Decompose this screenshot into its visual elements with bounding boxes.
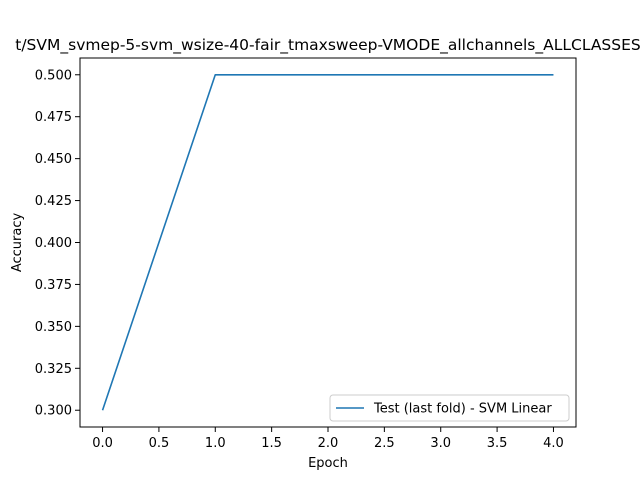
legend: Test (last fold) - SVM Linear: [329, 394, 570, 422]
y-tick-label: 0.425: [35, 194, 72, 209]
x-tick-label: 0.5: [149, 436, 170, 451]
x-tick-label: 3.5: [487, 436, 508, 451]
y-tick-label: 0.475: [35, 110, 72, 125]
legend-label: Test (last fold) - SVM Linear: [373, 402, 552, 417]
y-axis-label: Accuracy: [10, 213, 25, 273]
x-tick-label: 3.0: [430, 436, 451, 451]
x-tick-label: 1.0: [205, 436, 226, 451]
x-tick-label: 0.0: [92, 436, 113, 451]
y-tick-label: 0.450: [35, 152, 72, 167]
x-tick-label: 4.0: [543, 436, 564, 451]
plot-frame: [79, 57, 577, 428]
y-axis-ticks: 0.300 0.325 0.350 0.375 0.400 0.425 0.450 0.475…: [35, 68, 80, 419]
series-line: [101, 73, 554, 411]
y-tick-label: 0.350: [35, 320, 72, 335]
x-tick-label: 1.5: [261, 436, 282, 451]
x-tick-label: 2.0: [318, 436, 339, 451]
x-axis-label: Epoch: [308, 456, 348, 471]
y-tick-label: 0.375: [35, 278, 72, 293]
x-axis-ticks: 0.0 0.5 1.0 1.5 2.0 2.5 3.0 3.5 4.0: [92, 427, 564, 451]
series-layer: [101, 73, 554, 411]
x-tick-label: 2.5: [374, 436, 395, 451]
chart-title: t/SVM_svmep-5-svm_wsize-40-fair_tmaxswee…: [15, 36, 640, 55]
y-tick-label: 0.500: [35, 68, 72, 83]
y-tick-label: 0.400: [35, 236, 72, 251]
legend-box: [329, 394, 570, 422]
y-tick-label: 0.325: [35, 362, 72, 377]
y-tick-label: 0.300: [35, 404, 72, 419]
